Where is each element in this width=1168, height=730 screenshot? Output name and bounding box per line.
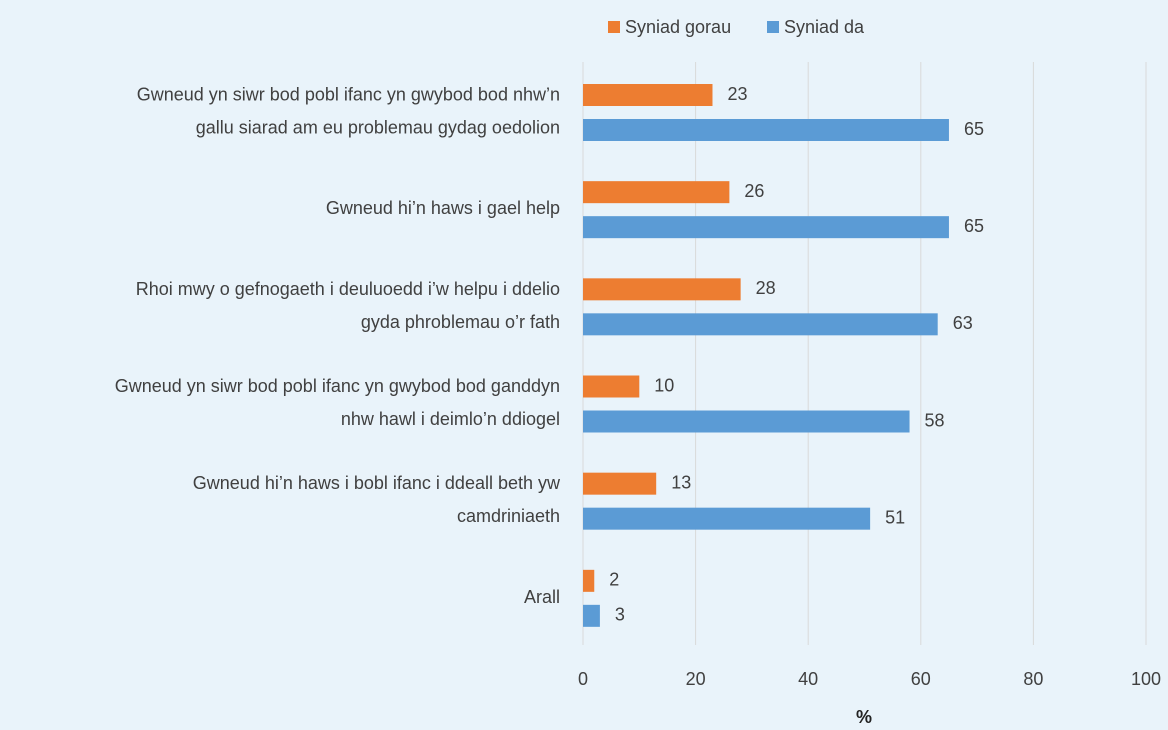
value-label: 51	[885, 507, 905, 527]
bar	[583, 569, 595, 592]
bar	[583, 375, 640, 398]
bar	[583, 119, 949, 141]
y-tick-label-line: Gwneud yn siwr bod pobl ifanc yn gwybod …	[137, 84, 560, 104]
value-label: 13	[671, 472, 691, 492]
legend-swatch	[767, 21, 779, 33]
bar	[583, 84, 713, 106]
y-tick-label: Gwneud hi’n haws i gael help	[326, 198, 560, 218]
value-label: 10	[654, 375, 674, 395]
bar	[583, 216, 949, 239]
y-tick-label: Rhoi mwy o gefnogaeth i deuluoedd i’w he…	[136, 279, 560, 332]
x-tick-label: 20	[686, 669, 706, 689]
value-label: 65	[964, 216, 984, 236]
bar	[583, 472, 657, 495]
bar	[583, 313, 938, 336]
x-axis-label: %	[856, 707, 872, 727]
bar	[583, 604, 600, 627]
value-label: 58	[925, 410, 945, 430]
value-label: 65	[964, 119, 984, 139]
y-tick-label-line: gallu siarad am eu problemau gydag oedol…	[196, 117, 560, 137]
y-tick-label-line: Rhoi mwy o gefnogaeth i deuluoedd i’w he…	[136, 279, 560, 299]
y-tick-label-line: Arall	[524, 587, 560, 607]
bar	[583, 507, 871, 530]
x-tick-label: 40	[798, 669, 818, 689]
x-tick-label: 100	[1131, 669, 1161, 689]
y-tick-label-line: Gwneud yn siwr bod pobl ifanc yn gwybod …	[115, 376, 560, 396]
x-tick-label: 80	[1023, 669, 1043, 689]
value-label: 2	[609, 570, 619, 590]
y-tick-label-line: nhw hawl i deimlo’n ddiogel	[341, 409, 560, 429]
y-tick-label: Arall	[524, 587, 560, 607]
x-tick-label: 60	[911, 669, 931, 689]
y-tick-label: Gwneud yn siwr bod pobl ifanc yn gwybod …	[115, 376, 560, 429]
y-tick-label: Gwneud yn siwr bod pobl ifanc yn gwybod …	[137, 84, 560, 137]
value-label: 63	[953, 313, 973, 333]
y-tick-label-line: Gwneud hi’n haws i bobl ifanc i ddeall b…	[193, 473, 561, 493]
value-label: 28	[756, 278, 776, 298]
value-label: 26	[744, 181, 764, 201]
x-tick-label: 0	[578, 669, 588, 689]
bar	[583, 278, 741, 301]
value-label: 23	[727, 84, 747, 104]
bar	[583, 181, 730, 204]
y-tick-label-line: camdriniaeth	[457, 506, 560, 526]
y-tick-label-line: gyda phroblemau o’r fath	[361, 312, 560, 332]
bar	[583, 410, 910, 433]
y-tick-label: Gwneud hi’n haws i bobl ifanc i ddeall b…	[193, 473, 561, 526]
legend-label: Syniad gorau	[625, 17, 731, 37]
legend-swatch	[608, 21, 620, 33]
y-tick-label-line: Gwneud hi’n haws i gael help	[326, 198, 560, 218]
legend-label: Syniad da	[784, 17, 865, 37]
value-label: 3	[615, 605, 625, 625]
